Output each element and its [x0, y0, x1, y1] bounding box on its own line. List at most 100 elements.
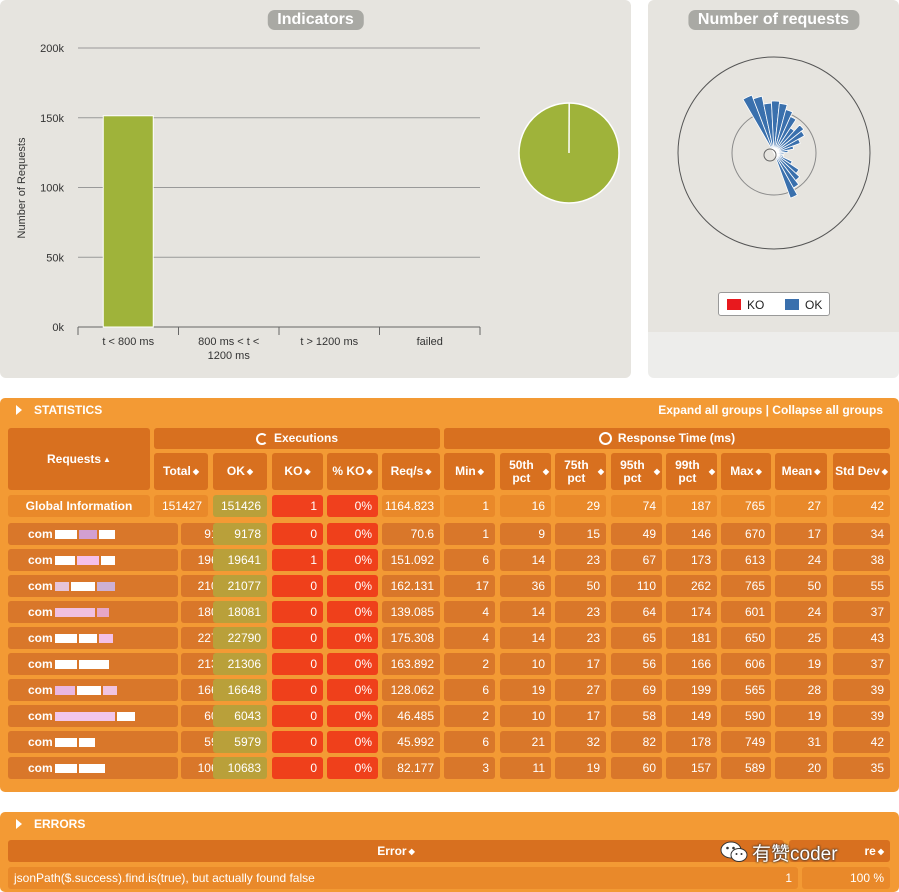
request-cell: 14: [500, 601, 551, 623]
redacted-text: [54, 581, 69, 591]
global-information-label: Global Information: [8, 495, 150, 517]
request-cell: 173: [666, 549, 717, 571]
statistics-collapse-icon[interactable]: [16, 405, 22, 415]
col-ok[interactable]: OK ◆: [213, 453, 267, 490]
radial-petal[interactable]: [770, 100, 781, 154]
request-name[interactable]: com: [8, 627, 178, 649]
request-name[interactable]: com: [8, 549, 178, 571]
radial-center-marker: [763, 148, 777, 162]
legend-ko-label[interactable]: KO: [747, 298, 765, 312]
col-75th-pct[interactable]: 75th pct ◆: [555, 453, 606, 490]
col-50th-pct[interactable]: 50th pct ◆: [500, 453, 551, 490]
request-cell: 589: [721, 757, 771, 779]
requests-legend: KO OK: [718, 292, 830, 316]
redacted-text: [116, 711, 135, 721]
col-ko[interactable]: KO ◆: [272, 453, 323, 490]
errors-title[interactable]: ERRORS: [34, 817, 86, 831]
legend-ok-label[interactable]: OK: [805, 298, 823, 312]
radial-petal[interactable]: [773, 124, 805, 154]
request-cell: 21: [500, 731, 551, 753]
request-cell: 23: [555, 627, 606, 649]
request-cell: 0%: [327, 523, 378, 545]
radial-petal[interactable]: [773, 116, 797, 154]
collapse-all-groups-link[interactable]: Collapse all groups: [772, 403, 883, 417]
request-name[interactable]: com: [8, 757, 178, 779]
request-cell: 34: [833, 523, 890, 545]
request-cell: 0%: [327, 627, 378, 649]
request-cell: 25: [775, 627, 827, 649]
request-cell: 613: [721, 549, 771, 571]
col-99th-pct[interactable]: 99th pct ◆: [666, 453, 717, 490]
request-name[interactable]: com: [8, 731, 178, 753]
request-cell: 31: [775, 731, 827, 753]
request-name[interactable]: com: [8, 523, 178, 545]
expand-all-groups-link[interactable]: Expand all groups: [658, 403, 763, 417]
x-tick-label: 800 ms < t <1200 ms: [198, 336, 259, 362]
request-name[interactable]: com: [8, 601, 178, 623]
statistics-title[interactable]: STATISTICS: [34, 403, 103, 417]
errors-header: ERRORS: [0, 812, 899, 836]
errors-collapse-icon[interactable]: [16, 819, 22, 829]
request-cell: 0%: [327, 757, 378, 779]
request-cell: 166: [666, 653, 717, 675]
radial-petal[interactable]: [773, 145, 795, 154]
col--ko[interactable]: % KO ◆: [327, 453, 378, 490]
request-name[interactable]: com: [8, 679, 178, 701]
col-max[interactable]: Max ◆: [721, 453, 771, 490]
request-cell: 70.6: [382, 523, 440, 545]
redacted-text: [98, 633, 113, 643]
errors-col-error[interactable]: Error ◆: [8, 840, 784, 862]
error-message: jsonPath($.success).find.is(true), but a…: [8, 867, 798, 889]
request-cell: 10: [500, 705, 551, 727]
request-cell: 55: [833, 575, 890, 597]
radial-petal[interactable]: [773, 152, 798, 199]
request-cell: 56: [611, 653, 662, 675]
statistics-panel: STATISTICS Expand all groups | Collapse …: [0, 398, 899, 792]
executions-icon: [255, 432, 268, 445]
request-cell: 11: [500, 757, 551, 779]
indicators-title: Indicators: [267, 10, 364, 30]
redacted-text: [54, 659, 77, 669]
request-cell: 601: [721, 601, 771, 623]
request-cell: 565: [721, 679, 771, 701]
request-cell: 174: [666, 601, 717, 623]
col-total[interactable]: Total ◆: [154, 453, 208, 490]
global-9: 74: [611, 495, 662, 517]
request-name-text: com: [28, 657, 53, 671]
request-name[interactable]: com: [8, 653, 178, 675]
col-requests[interactable]: Requests ▲: [8, 428, 150, 490]
request-name[interactable]: com: [8, 575, 178, 597]
request-cell: 23: [555, 549, 606, 571]
col-min[interactable]: Min ◆: [444, 453, 495, 490]
radial-outer-ring: [677, 56, 871, 250]
request-cell: 606: [721, 653, 771, 675]
errors-col-percentage[interactable]: re ◆: [789, 840, 890, 862]
radial-petal[interactable]: [773, 130, 806, 154]
radial-petal[interactable]: [773, 138, 801, 154]
col-mean[interactable]: Mean ◆: [775, 453, 827, 490]
request-cell: 110: [611, 575, 662, 597]
request-cell: 1: [444, 523, 495, 545]
request-cell: 6043: [213, 705, 267, 727]
request-cell: 42: [833, 731, 890, 753]
request-cell: 50: [775, 575, 827, 597]
request-cell: 0: [272, 653, 323, 675]
col-95th-pct[interactable]: 95th pct ◆: [611, 453, 662, 490]
col-req-s[interactable]: Req/s ◆: [382, 453, 440, 490]
redacted-text: [78, 763, 105, 773]
radial-petal[interactable]: [752, 95, 775, 154]
redacted-text: [54, 633, 77, 643]
radial-petal[interactable]: [773, 149, 789, 154]
request-cell: 765: [721, 575, 771, 597]
col-std-dev[interactable]: Std Dev ◆: [833, 453, 890, 490]
global-4: 0%: [327, 495, 378, 517]
redacted-text: [70, 581, 95, 591]
radial-petal[interactable]: [742, 94, 775, 154]
request-name[interactable]: com: [8, 705, 178, 727]
request-cell: 19: [775, 653, 827, 675]
global-1: 151427: [154, 495, 208, 517]
request-name-text: com: [28, 761, 53, 775]
request-cell: 28: [775, 679, 827, 701]
bar[interactable]: [102, 115, 154, 328]
request-cell: 151.092: [382, 549, 440, 571]
